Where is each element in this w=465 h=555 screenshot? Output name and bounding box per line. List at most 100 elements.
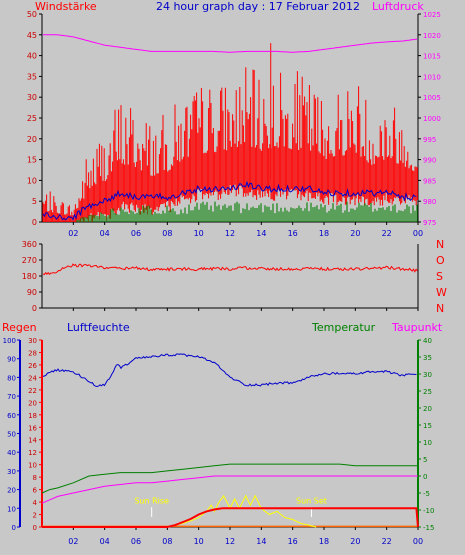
chart-title: 24 hour graph day : 17 Februar 2012 — [156, 0, 360, 13]
rain-tick-label: 24 — [28, 374, 37, 382]
x-tick-label: 16 — [288, 229, 298, 238]
temperature-tick-label: 25 — [423, 388, 432, 396]
temperature-tick-label: -10 — [423, 507, 434, 515]
temperature-tick-label: 5 — [423, 456, 427, 464]
y-tick-label-left: 5 — [32, 197, 37, 206]
temperature-tick-label: -5 — [423, 490, 430, 498]
x-tick-label: 22 — [382, 229, 392, 238]
x-tick-label: 08 — [162, 537, 172, 546]
rain-tick-label: 22 — [28, 387, 37, 395]
x-tick-label: 12 — [225, 229, 235, 238]
rain-tick-label: 12 — [28, 449, 37, 457]
panel-labels: 24 hour graph day : 17 Februar 2012 Wind… — [2, 0, 443, 334]
y-tick-label: 270 — [22, 256, 37, 265]
y-tick-label-right: 1000 — [423, 115, 441, 123]
temperature-tick-label: 10 — [423, 439, 432, 447]
wind-pressure-panel: 0510152025303540455097598098599099510001… — [27, 10, 441, 238]
temperature-tick-label: 0 — [423, 473, 427, 481]
x-tick-label: 06 — [131, 229, 141, 238]
x-tick-label: 18 — [319, 537, 329, 546]
pressure-line — [43, 34, 418, 53]
y-tick-label-left: 40 — [27, 52, 37, 61]
compass-label: W — [436, 286, 447, 299]
humidity-tick-label: 80 — [7, 374, 16, 382]
y-tick-label-right: 980 — [423, 198, 436, 206]
humidity-tick-label: 0 — [12, 524, 16, 532]
x-tick-label: 12 — [225, 537, 235, 546]
humidity-tick-label: 70 — [7, 393, 16, 401]
low-wind-bars — [76, 201, 418, 222]
humidity-tick-label: 10 — [7, 505, 16, 513]
wind-axis-label: Windstärke — [35, 0, 97, 13]
y-tick-label-left: 15 — [27, 156, 37, 165]
y-tick-label-left: 20 — [27, 135, 37, 144]
humidity-tick-label: 50 — [7, 431, 16, 439]
dewpoint-line — [41, 475, 418, 504]
humidity-line — [42, 353, 417, 388]
temperature-label: Temperatur — [311, 321, 376, 334]
rain-tick-label: 30 — [28, 337, 37, 345]
y-tick-label-left: 0 — [32, 218, 37, 227]
rain-tick-label: 4 — [33, 499, 38, 507]
x-tick-label: 14 — [256, 229, 266, 238]
rain-humidity-temperature-panel: 0102030405060708090100024681012141618202… — [3, 337, 435, 546]
humidity-tick-label: 60 — [7, 412, 16, 420]
x-tick-label: 04 — [100, 537, 110, 546]
temperature-tick-label: 15 — [423, 422, 432, 430]
y-tick-label-left: 35 — [27, 72, 37, 81]
humidity-label: Luftfeuchte — [67, 321, 130, 334]
y-tick-label: 0 — [32, 304, 37, 313]
x-tick-label: 02 — [68, 537, 78, 546]
y-tick-label-right: 1015 — [423, 53, 441, 61]
compass-label: O — [436, 254, 445, 267]
rain-tick-label: 18 — [28, 412, 37, 420]
compass-label: N — [436, 302, 444, 315]
rain-tick-label: 6 — [33, 487, 38, 495]
y-tick-label-right: 1010 — [423, 73, 441, 81]
temperature-tick-label: 30 — [423, 371, 432, 379]
gust-bars — [42, 67, 418, 222]
rain-tick-label: 10 — [28, 462, 37, 470]
rain-tick-label: 20 — [28, 399, 37, 407]
temperature-tick-label: -15 — [423, 524, 434, 532]
dewpoint-label: Taupunkt — [391, 321, 443, 334]
direction-line — [42, 263, 418, 276]
temperature-tick-label: 40 — [423, 337, 432, 345]
y-tick-label: 360 — [22, 240, 37, 249]
y-tick-label-right: 1020 — [423, 32, 441, 40]
x-tick-label: 22 — [382, 537, 392, 546]
y-tick-label-right: 1005 — [423, 94, 441, 102]
x-tick-label: 20 — [350, 229, 360, 238]
temperature-tick-label: 20 — [423, 405, 432, 413]
compass-label: S — [436, 270, 443, 283]
sun-annotation: Sun Set — [296, 496, 327, 505]
y-tick-label-right: 990 — [423, 157, 436, 165]
x-tick-label: 00 — [413, 537, 423, 546]
x-tick-label: 14 — [256, 537, 266, 546]
y-tick-label-left: 30 — [27, 93, 37, 102]
rain-tick-label: 26 — [28, 362, 37, 370]
x-tick-label: 10 — [194, 229, 204, 238]
y-tick-label: 180 — [22, 272, 37, 281]
y-tick-label-right: 1025 — [423, 11, 441, 19]
y-tick-label-left: 25 — [27, 114, 37, 123]
solar-line — [159, 494, 317, 528]
x-tick-label: 02 — [68, 229, 78, 238]
humidity-tick-label: 40 — [7, 449, 16, 457]
y-tick-label-left: 10 — [27, 176, 37, 185]
x-tick-label: 04 — [100, 229, 110, 238]
pressure-axis-label: Luftdruck — [372, 0, 424, 13]
y-tick-label-right: 995 — [423, 136, 436, 144]
sun-annotation: Sun Rise — [134, 496, 169, 505]
y-tick-label-right: 975 — [423, 219, 436, 227]
x-tick-label: 20 — [350, 537, 360, 546]
x-tick-label: 16 — [288, 537, 298, 546]
rain-line — [42, 507, 419, 528]
humidity-tick-label: 30 — [7, 468, 16, 476]
humidity-tick-label: 20 — [7, 487, 16, 495]
temperature-tick-label: 35 — [423, 354, 432, 362]
rain-tick-label: 2 — [33, 512, 37, 520]
x-tick-label: 06 — [131, 537, 141, 546]
humidity-tick-label: 100 — [3, 337, 16, 345]
